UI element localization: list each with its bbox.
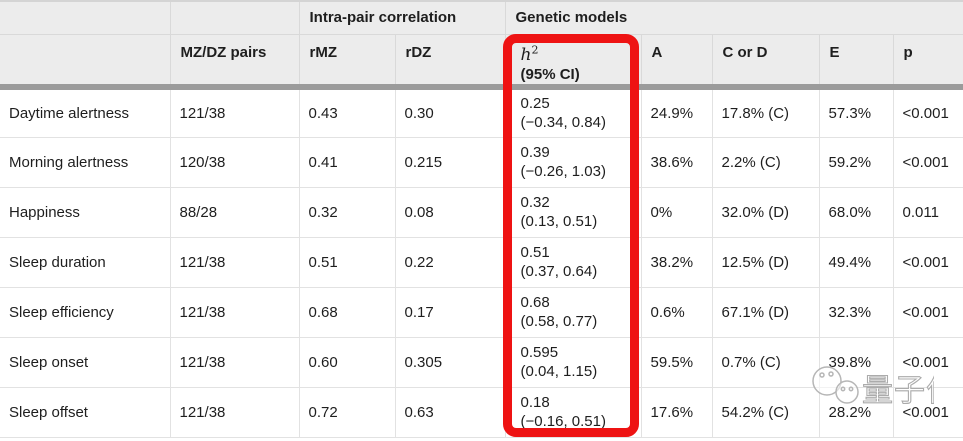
cell-p: <0.001 [892, 86, 963, 138]
row-label: Morning alertness [0, 136, 171, 188]
corner-empty-cell [0, 0, 171, 35]
cell-c-or-d: 32.0% (D) [711, 186, 820, 238]
cell-rmz: 0.41 [298, 136, 396, 188]
cell-a: 59.5% [640, 336, 713, 388]
cell-a: 38.2% [640, 236, 713, 288]
cell-p: <0.001 [892, 236, 963, 288]
cell-a: 38.6% [640, 136, 713, 188]
row-label: Daytime alertness [0, 86, 171, 138]
cell-e: 28.2% [818, 386, 894, 438]
cell-pairs: 121/38 [169, 386, 300, 438]
cell-p: <0.001 [892, 386, 963, 438]
cell-a: 0.6% [640, 286, 713, 338]
cell-p: <0.001 [892, 286, 963, 338]
col-header-p: p [892, 33, 963, 88]
cell-rdz: 0.22 [394, 236, 506, 288]
cell-c-or-d: 2.2% (C) [711, 136, 820, 188]
pairs-group-empty-cell [169, 0, 300, 35]
cell-pairs: 120/38 [169, 136, 300, 188]
cell-h2-95ci: 0.32 (0.13, 0.51) [504, 186, 642, 238]
row-label: Sleep offset [0, 386, 171, 438]
cell-rdz: 0.63 [394, 386, 506, 438]
cell-p: 0.011 [892, 186, 963, 238]
cell-h2-95ci: 0.51 (0.37, 0.64) [504, 236, 642, 288]
h2-ci-label: (95% CI) [520, 66, 580, 84]
cell-rmz: 0.72 [298, 386, 396, 438]
cell-p: <0.001 [892, 136, 963, 188]
cell-pairs: 121/38 [169, 236, 300, 288]
cell-rmz: 0.32 [298, 186, 396, 238]
col-header-c-or-d: C or D [711, 33, 820, 88]
table-row: Sleep onset 121/38 0.60 0.305 0.595 (0.04… [0, 336, 963, 388]
col-header-mzdz-pairs: MZ/DZ pairs [169, 33, 300, 88]
cell-rdz: 0.17 [394, 286, 506, 338]
cell-a: 0% [640, 186, 713, 238]
row-label: Happiness [0, 186, 171, 238]
intra-pair-group-header: Intra-pair correlation [298, 0, 506, 35]
cell-h2-95ci: 0.595 (0.04, 1.15) [504, 336, 642, 388]
cell-h2-95ci: 0.39 (−0.26, 1.03) [504, 136, 642, 188]
h2-math-symbol: h2 [520, 43, 539, 66]
cell-rmz: 0.43 [298, 86, 396, 138]
cell-e: 39.8% [818, 336, 894, 388]
cell-c-or-d: 17.8% (C) [711, 86, 820, 138]
table-row: Sleep duration 121/38 0.51 0.22 0.51 (0.3… [0, 236, 963, 288]
table-row: Daytime alertness 121/38 0.43 0.30 0.25(… [0, 86, 963, 138]
row-label: Sleep onset [0, 336, 171, 388]
table-row: Sleep efficiency 121/38 0.68 0.17 0.68 (0… [0, 286, 963, 338]
cell-rmz: 0.51 [298, 236, 396, 288]
cell-h2-95ci: 0.68 (0.58, 0.77) [504, 286, 642, 338]
cell-rmz: 0.60 [298, 336, 396, 388]
col-header-rmz: rMZ [298, 33, 396, 88]
cell-rdz: 0.305 [394, 336, 506, 388]
row-label: Sleep duration [0, 236, 171, 288]
column-header-row: MZ/DZ pairs rMZ rDZ h2 (95% CI) A C or D… [0, 33, 963, 88]
cell-rdz: 0.30 [394, 86, 506, 138]
cell-h2-95ci: 0.25 (−0.34, 0.84) [504, 86, 642, 138]
cell-e: 49.4% [818, 236, 894, 288]
cell-a: 17.6% [640, 386, 713, 438]
cell-e: 57.3% [818, 86, 894, 138]
cell-e: 32.3% [818, 286, 894, 338]
cell-p: <0.001 [892, 336, 963, 388]
cell-pairs: 121/38 [169, 86, 300, 138]
cell-rdz: 0.08 [394, 186, 506, 238]
cell-pairs: 88/28 [169, 186, 300, 238]
cell-c-or-d: 67.1% (D) [711, 286, 820, 338]
cell-c-or-d: 54.2% (C) [711, 386, 820, 438]
cell-c-or-d: 12.5% (D) [711, 236, 820, 288]
row-label: Sleep efficiency [0, 286, 171, 338]
col-header-a: A [640, 33, 713, 88]
group-header-row: Intra-pair correlation Genetic models [0, 0, 963, 35]
genetic-models-group-header: Genetic models [504, 0, 963, 35]
cell-h2-95ci: 0.18 (−0.16, 0.51) [504, 386, 642, 438]
cell-a: 24.9% [640, 86, 713, 138]
table-row: Happiness 88/28 0.32 0.08 0.32 (0.13, 0.5… [0, 186, 963, 238]
row-label-header-cell [0, 33, 171, 88]
col-header-rdz: rDZ [394, 33, 506, 88]
cell-e: 59.2% [818, 136, 894, 188]
cell-pairs: 121/38 [169, 336, 300, 388]
table-row: Morning alertness 120/38 0.41 0.215 0.39… [0, 136, 963, 188]
cell-e: 68.0% [818, 186, 894, 238]
table-row: Sleep offset 121/38 0.72 0.63 0.18 (−0.16… [0, 386, 963, 438]
cell-pairs: 121/38 [169, 286, 300, 338]
cell-rdz: 0.215 [394, 136, 506, 188]
cell-c-or-d: 0.7% (C) [711, 336, 820, 388]
cell-rmz: 0.68 [298, 286, 396, 338]
col-header-e: E [818, 33, 894, 88]
col-header-h2-95ci: h2 (95% CI) [504, 33, 642, 88]
